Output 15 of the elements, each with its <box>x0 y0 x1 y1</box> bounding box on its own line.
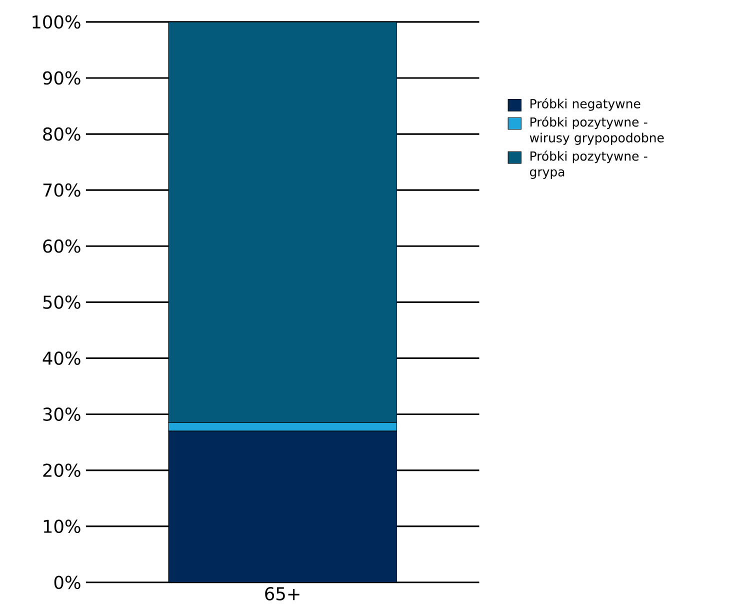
y-tick-label: 80% <box>43 127 80 140</box>
y-tick-label: 50% <box>43 295 80 309</box>
y-tick-label: 100% <box>32 15 80 28</box>
y-tick-label: 70% <box>43 183 80 197</box>
x-tick-label: 65+ <box>265 586 300 600</box>
legend-label: Próbki negatywne <box>530 98 640 111</box>
y-tick-label: 10% <box>44 519 80 533</box>
y-tick-label: 60% <box>43 239 80 253</box>
y-tick-label: 90% <box>43 71 80 84</box>
y-tick-label: 30% <box>43 407 80 421</box>
y-tick-label: 0% <box>54 575 80 589</box>
legend-label: Próbki pozytywne - grypa <box>530 150 648 179</box>
legend-label: Próbki pozytywne - wirusy grypopodobne <box>530 116 664 145</box>
y-tick-label: 40% <box>42 351 80 365</box>
y-tick-label: 20% <box>43 463 80 477</box>
